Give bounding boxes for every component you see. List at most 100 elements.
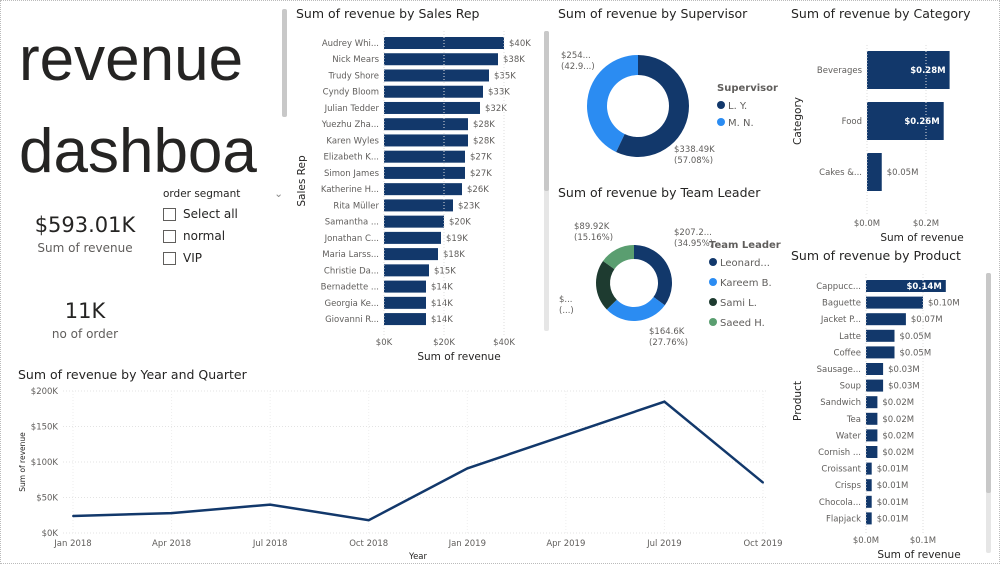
- bar: [866, 346, 895, 359]
- category-label: Sandwich: [820, 398, 861, 408]
- bar: [384, 296, 426, 309]
- legend-marker: [709, 278, 717, 286]
- slice-value-label: $207.2...: [674, 228, 712, 238]
- data-label: $0.14M: [906, 282, 941, 292]
- option-label: Select all: [183, 207, 238, 221]
- bar: [866, 479, 872, 492]
- bar: [384, 150, 465, 163]
- data-label: $20K: [449, 218, 471, 228]
- category-label: Jonathan C...: [324, 234, 379, 244]
- x-tick-label: Oct 2019: [743, 539, 782, 549]
- slice-value-label: $89.92K: [574, 222, 610, 232]
- donut-slice: [634, 244, 672, 306]
- slice-value-label: $338.49K: [674, 145, 715, 155]
- category-label: Tea: [846, 415, 861, 425]
- sales-rep-scrollbar-thumb[interactable]: [544, 31, 549, 191]
- category-label: Julian Tedder: [324, 104, 380, 114]
- bar: [384, 313, 426, 326]
- kpi-label: no of order: [51, 327, 119, 341]
- legend-item: Saeed H.: [720, 318, 765, 329]
- checkbox[interactable]: [163, 229, 176, 243]
- data-label: $0.05M: [900, 348, 932, 358]
- kpi-value: 11K: [64, 299, 106, 323]
- product-scrollbar-track[interactable]: [986, 273, 991, 553]
- kpi-label: Sum of revenue: [37, 241, 133, 255]
- sales-rep-chart-title: Sum of revenue by Sales Rep: [296, 6, 480, 21]
- category-label: Beverages: [817, 66, 863, 76]
- x-tick-label: Apr 2019: [546, 539, 585, 549]
- bar: [384, 85, 483, 98]
- category-label: Baguette: [822, 299, 861, 309]
- category-label: Food: [842, 117, 862, 127]
- slicer-option-select-all[interactable]: Select all: [163, 203, 283, 225]
- data-point: [564, 434, 567, 437]
- slice-percent-label: (57.08%): [674, 156, 713, 166]
- category-label: Maria Larss...: [322, 250, 379, 260]
- bar: [866, 495, 872, 508]
- kpi-value: $593.01K: [34, 213, 136, 237]
- donut-slice: [616, 55, 689, 157]
- legend-item: Kareem B.: [720, 278, 772, 289]
- category-label: Coffee: [834, 348, 861, 358]
- y-tick-label: $150K: [31, 423, 59, 433]
- legend-marker: [709, 298, 717, 306]
- category-label: Giovanni R...: [325, 315, 379, 325]
- report-title-line2: dashboa: [19, 117, 257, 186]
- bar: [866, 379, 884, 392]
- data-label: $14K: [431, 299, 453, 309]
- data-label: $38K: [503, 55, 525, 65]
- category-label: Cakes &...: [819, 168, 862, 178]
- data-label: $27K: [470, 153, 492, 163]
- y-tick-label: $0K: [42, 529, 59, 539]
- data-label: $0.05M: [887, 168, 919, 178]
- y-tick-label: $200K: [31, 387, 59, 397]
- y-axis-title: Product: [792, 381, 804, 421]
- category-label: Trudy Shore: [328, 71, 379, 81]
- y-axis-title: Category: [792, 97, 804, 145]
- legend-item: Leonard...: [720, 258, 770, 269]
- category-label: Water: [836, 431, 862, 441]
- bar: [866, 296, 923, 309]
- bar: [384, 69, 489, 82]
- category-label: Rita Müller: [333, 201, 379, 211]
- x-tick-label: Jan 2018: [53, 539, 91, 549]
- data-label: $0.02M: [882, 431, 914, 441]
- category-label: Croissant: [821, 465, 861, 475]
- data-label: $0.02M: [882, 448, 914, 458]
- y-tick-label: $50K: [36, 494, 58, 504]
- x-tick-label: $0K: [376, 338, 393, 348]
- category-label: Jacket P...: [820, 315, 861, 325]
- checkbox[interactable]: [163, 251, 176, 265]
- legend-item: Sami L.: [720, 298, 757, 309]
- slicer-title: order segmant: [163, 188, 241, 200]
- x-tick-label: Oct 2018: [349, 539, 388, 549]
- data-label: $18K: [443, 250, 465, 260]
- slice-percent-label: (42.9...): [561, 62, 595, 72]
- category-label: Elizabeth K...: [324, 153, 380, 163]
- slicer-option-normal[interactable]: normal: [163, 225, 283, 247]
- checkbox[interactable]: [163, 207, 176, 221]
- data-label: $0.01M: [877, 481, 909, 491]
- bar: [384, 248, 438, 261]
- order-segment-slicer: order segmant ⌄ Select all normal VIP: [163, 188, 283, 269]
- x-tick-label: Jul 2019: [646, 539, 682, 549]
- option-label: normal: [183, 229, 226, 243]
- data-point: [170, 512, 173, 515]
- legend-title: Supervisor: [717, 83, 778, 94]
- x-tick-label: Jul 2018: [252, 539, 288, 549]
- chevron-down-icon[interactable]: ⌄: [274, 188, 283, 200]
- x-tick-label: $0.0M: [853, 536, 879, 546]
- data-label: $26K: [467, 185, 489, 195]
- data-label: $27K: [470, 169, 492, 179]
- y-tick-label: $100K: [31, 458, 59, 468]
- data-label: $28K: [473, 136, 495, 146]
- x-axis-title: Year: [408, 552, 428, 562]
- sales-rep-scrollbar-track[interactable]: [544, 31, 549, 331]
- category-label: Yuezhu Zha...: [321, 120, 379, 130]
- data-label: $14K: [431, 315, 453, 325]
- title-scrollbar[interactable]: [282, 9, 287, 117]
- product-chart-title: Sum of revenue by Product: [791, 248, 961, 263]
- slice-percent-label: (...): [559, 306, 574, 316]
- product-scrollbar-thumb[interactable]: [986, 273, 991, 493]
- slicer-option-vip[interactable]: VIP: [163, 247, 283, 269]
